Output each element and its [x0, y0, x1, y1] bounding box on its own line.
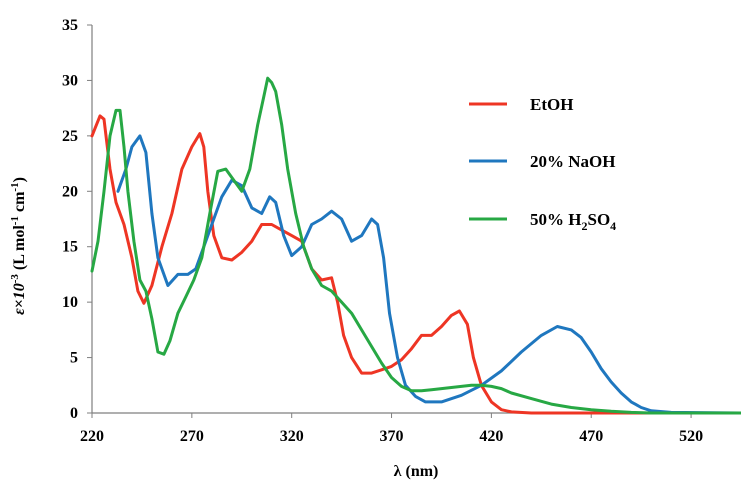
y-tick-label: 15 [62, 239, 78, 256]
y-axis-title-unit-mid: cm [11, 191, 28, 216]
legend: EtOH 20% NaOH 50% H2SO4 [469, 95, 616, 233]
legend-label-1: EtOH [530, 95, 573, 114]
x-tick-label: 370 [380, 428, 404, 445]
y-tick-label: 20 [62, 183, 78, 200]
y-axis-title-main: ε×10 [11, 283, 28, 315]
y-axis-title-exp: -3 [9, 274, 21, 284]
series-line-1 [90, 114, 741, 415]
y-axis-title-unit-exp2: -1 [9, 182, 21, 191]
x-tick-label: 320 [280, 428, 304, 445]
y-tick-label: 35 [62, 17, 78, 34]
legend-label-2: 20% NaOH [530, 152, 615, 171]
x-tick-label: 470 [579, 428, 603, 445]
x-tick-label: 220 [80, 428, 104, 445]
y-tick-label: 10 [62, 294, 78, 311]
y-axis-title-unit-pre: (L mol [11, 225, 28, 274]
y-axis-title-unit-post: ) [11, 177, 28, 182]
x-tick-label: 420 [479, 428, 503, 445]
x-tick-label: 270 [180, 428, 204, 445]
x-tick-label: 520 [679, 428, 703, 445]
legend-label-3: 50% H2SO4 [530, 210, 616, 233]
y-tick-label: 25 [62, 128, 78, 145]
y-tick-label: 0 [70, 405, 78, 422]
y-tick-label: 5 [70, 350, 78, 367]
y-axis-title-unit-exp1: -1 [9, 216, 21, 225]
svg-text:ε×10-3 (L mol-1 cm-1): ε×10-3 (L mol-1 cm-1) [9, 177, 28, 315]
y-tick-label: 30 [62, 72, 78, 89]
y-axis-title: ε×10-3 (L mol-1 cm-1) [9, 177, 28, 315]
series-line-2 [116, 134, 741, 415]
x-axis-title: λ (nm) [394, 463, 439, 480]
series-line-3 [90, 76, 741, 415]
